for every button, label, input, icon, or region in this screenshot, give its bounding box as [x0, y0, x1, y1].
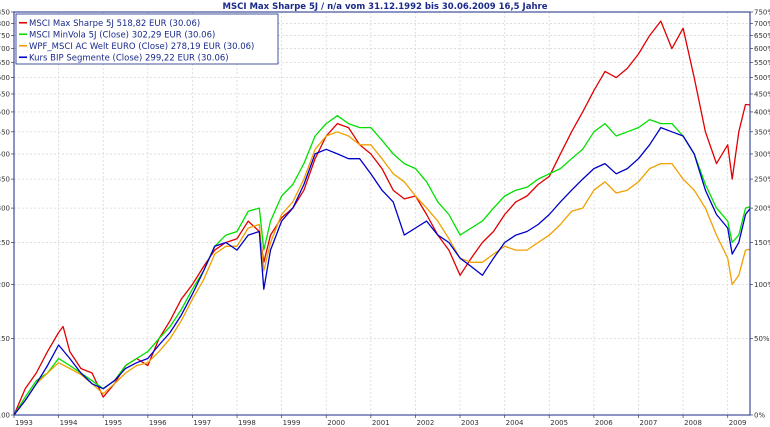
- y-tick-label: 700: [0, 45, 10, 53]
- y-right-tick-label: 400%: [754, 108, 770, 116]
- plot-frame: [13, 11, 751, 416]
- y-right-tick-label: 450%: [754, 90, 770, 98]
- y-tick-label: 200: [0, 281, 10, 289]
- y-right-tick-label: 600%: [754, 45, 770, 53]
- y-right-tick-label: 150%: [754, 239, 770, 247]
- y-tick-label: 800: [0, 20, 10, 28]
- y-right-tick-label: 50%: [754, 335, 770, 343]
- legend: MSCI Max Sharpe 5J 518,82 EUR (30.06)MSC…: [15, 13, 279, 65]
- legend-box: [15, 13, 279, 65]
- y-right-tick-label: 100%: [754, 281, 770, 289]
- y-tick-label: 300: [0, 205, 10, 213]
- x-tick-label: 2000: [327, 419, 345, 427]
- x-tick-label: 2003: [461, 419, 479, 427]
- x-tick-label: 1999: [283, 419, 301, 427]
- x-tick-label: 2006: [595, 419, 613, 427]
- x-tick-label: 2001: [372, 419, 390, 427]
- y-tick-label: 150: [0, 335, 10, 343]
- x-tick-label: 1998: [238, 419, 256, 427]
- x-tick-label: 1996: [149, 419, 167, 427]
- y-right-tick-label: 500%: [754, 74, 770, 82]
- series-line-3: [13, 131, 751, 416]
- y-tick-label: 500: [0, 108, 10, 116]
- x-tick-label: 2007: [639, 419, 657, 427]
- y-right-tick-label: 700%: [754, 20, 770, 28]
- y-tick-label: 600: [0, 74, 10, 82]
- y-tick-label: 750: [0, 32, 10, 40]
- x-tick-label: 1995: [104, 419, 122, 427]
- legend-label: MSCI MinVola 5J (Close) 302,29 EUR (30.0…: [29, 30, 215, 40]
- y-tick-label: 550: [0, 90, 10, 98]
- x-tick-label: 2004: [506, 419, 524, 427]
- y-tick-label: 250: [0, 239, 10, 247]
- y-right-tick-label: 300%: [754, 150, 770, 158]
- y-tick-label: 450: [0, 128, 10, 136]
- y-right-tick-label: 550%: [754, 59, 770, 67]
- x-tick-label: 1997: [193, 419, 211, 427]
- y-tick-label: 100: [0, 412, 10, 420]
- y-right-tick-label: 0%: [754, 412, 765, 420]
- x-axis: 1993 1994 1995 1996 1997 1998 1999 2000 2001 2002…: [13, 415, 747, 427]
- series-lines: [13, 20, 751, 416]
- y-right-tick-label: 250%: [754, 176, 770, 184]
- x-tick-label: 1993: [15, 419, 33, 427]
- legend-label: WPF_MSCI AC Welt EURO (Close) 278,19 EUR…: [29, 42, 254, 52]
- series-line-2: [13, 115, 751, 416]
- y-right-tick-label: 200%: [754, 205, 770, 213]
- legend-label: MSCI Max Sharpe 5J 518,82 EUR (30.06): [29, 19, 200, 29]
- y-tick-label: 850: [0, 9, 10, 17]
- y-right-tick-label: 650%: [754, 32, 770, 40]
- x-tick-label: 1994: [60, 419, 78, 427]
- x-tick-label: 2002: [416, 419, 434, 427]
- series-line-4: [13, 126, 751, 416]
- y-right-tick-label: 350%: [754, 128, 770, 136]
- y-tick-label: 650: [0, 59, 10, 67]
- x-tick-label: 2009: [729, 419, 747, 427]
- y-axis-right: 0% 50% 100% 150% 200% 250% 300% 350% 400% 450% 500…: [750, 9, 770, 420]
- chart-title: MSCI Max Sharpe 5J / n/a vom 31.12.1992 …: [223, 2, 548, 12]
- y-tick-label: 400: [0, 150, 10, 158]
- x-tick-label: 2005: [550, 419, 568, 427]
- y-right-tick-label: 750%: [754, 9, 770, 17]
- y-tick-label: 350: [0, 176, 10, 184]
- legend-label: Kurs BIP Segmente (Close) 299,22 EUR (30…: [29, 53, 229, 63]
- x-tick-label: 2008: [684, 419, 702, 427]
